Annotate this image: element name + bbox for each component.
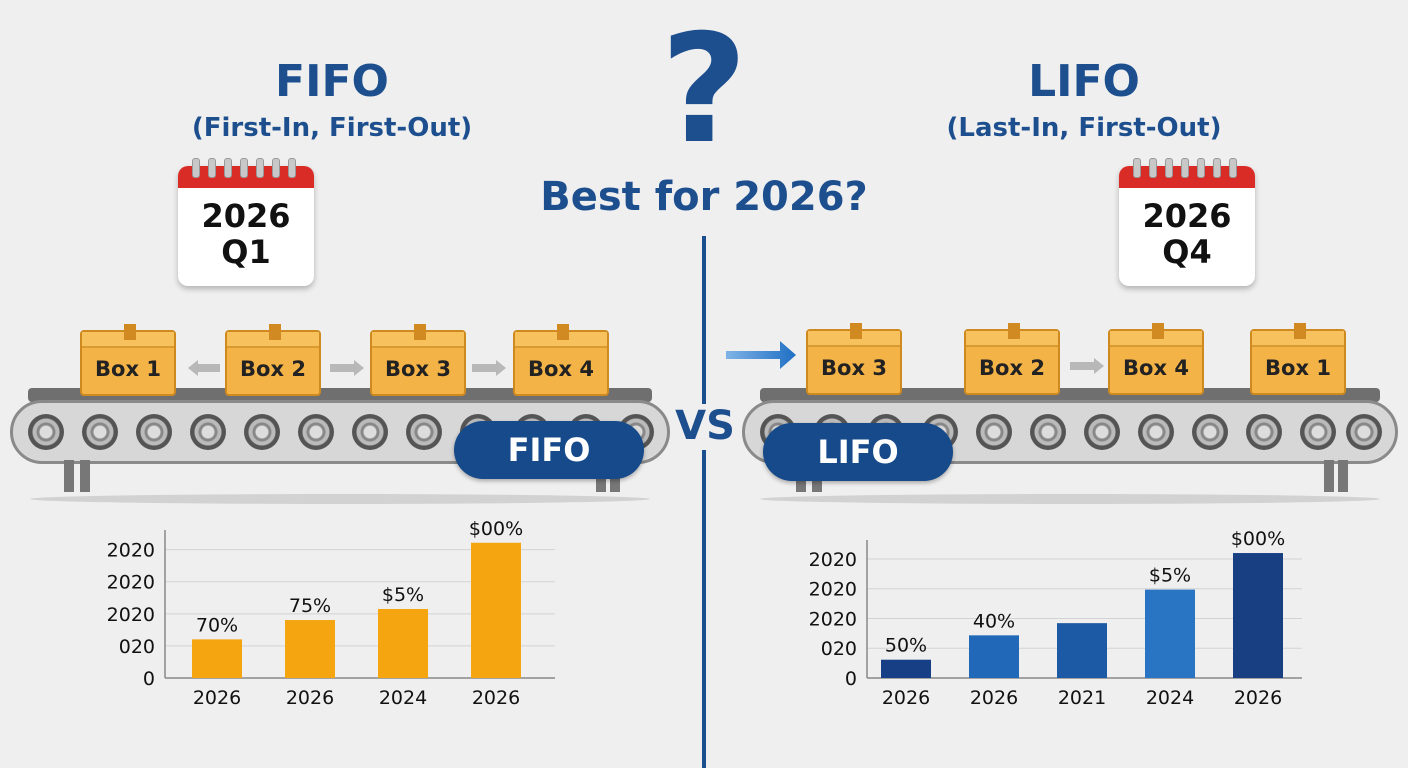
lifo-bar-chart: 0 020 2020 2020 2020 50% 2026 40% 2026 2021 $5% 202… <box>809 528 1302 709</box>
lifo-chart-y-tick-label: 2020 <box>809 608 857 630</box>
fifo-title: FIFO <box>275 56 389 107</box>
lifo-chart-bar <box>881 659 931 678</box>
question-mark-icon: ? <box>660 3 748 177</box>
lifo-subtitle: (Last-In, First-Out) <box>946 113 1222 143</box>
lifo-chart-data-label: $5% <box>1149 565 1191 587</box>
fifo-pill: FIFO <box>454 421 644 479</box>
fifo-chart-y-tick-label: 0 <box>143 668 155 690</box>
fifo-calendar-quarter: Q1 <box>221 233 271 271</box>
fifo-chart-data-label: $5% <box>382 584 424 606</box>
fifo-chart-x-tick-label: 2026 <box>193 687 241 709</box>
fifo-calendar-icon: 2026 Q1 <box>178 166 314 286</box>
fifo-chart-data-label: 75% <box>289 595 331 617</box>
fifo-chart-bar <box>471 542 521 678</box>
headline: Best for 2026? <box>540 174 868 220</box>
fifo-chart-bar <box>192 639 242 678</box>
fifo-chart-x-tick-label: 2026 <box>472 687 520 709</box>
center-divider-lower <box>702 450 706 768</box>
fifo-chart-bar <box>378 609 428 678</box>
fifo-subtitle: (First-In, First-Out) <box>191 113 473 143</box>
fifo-box-3: Box 3 <box>370 324 466 396</box>
lifo-chart-data-label: 40% <box>973 610 1015 632</box>
fifo-chart-data-label: $00% <box>469 518 523 540</box>
lifo-box-4: Box 4 <box>1108 323 1204 395</box>
arrow-left-icon <box>188 360 220 376</box>
lifo-chart-bar <box>1057 623 1107 678</box>
lifo-chart-bar <box>969 635 1019 678</box>
lifo-calendar-year: 2026 <box>1142 197 1232 235</box>
fifo-box-4: Box 4 <box>513 324 609 396</box>
fifo-chart-y-tick-label: 2020 <box>107 604 155 626</box>
lifo-chart-bar <box>1145 589 1195 678</box>
lifo-chart-bar <box>1233 553 1283 678</box>
arrow-in-icon <box>726 341 796 369</box>
fifo-chart-x-tick-label: 2026 <box>286 687 334 709</box>
fifo-box-1: Box 1 <box>80 324 176 396</box>
fifo-chart-x-tick-label: 2024 <box>379 687 427 709</box>
lifo-chart-y-tick-label: 0 <box>845 668 857 690</box>
fifo-calendar-rings <box>178 158 314 178</box>
center-divider <box>702 236 706 404</box>
lifo-chart-x-tick-label: 2026 <box>970 687 1018 709</box>
arrow-right-icon <box>330 360 364 376</box>
fifo-box-2: Box 2 <box>225 324 321 396</box>
fifo-chart-y-tick-label: 2020 <box>107 572 155 594</box>
fifo-chart-data-label: 70% <box>196 614 238 636</box>
lifo-title: LIFO <box>1028 56 1140 107</box>
lifo-calendar-rings <box>1119 158 1255 178</box>
lifo-chart-x-tick-label: 2026 <box>882 687 930 709</box>
lifo-box-1: Box 1 <box>1250 323 1346 395</box>
fifo-chart-y-tick-label: 2020 <box>107 540 155 562</box>
lifo-chart-data-label: 50% <box>885 635 927 657</box>
arrow-right-icon <box>1070 358 1104 374</box>
lifo-chart-y-tick-label: 020 <box>821 638 857 660</box>
lifo-chart-x-tick-label: 2021 <box>1058 687 1106 709</box>
lifo-pill: LIFO <box>763 423 953 481</box>
fifo-chart-y-tick-label: 020 <box>119 636 155 658</box>
fifo-chart-bar <box>285 620 335 678</box>
lifo-box-2: Box 2 <box>964 323 1060 395</box>
lifo-arrows <box>726 341 1104 374</box>
fifo-calendar-year: 2026 <box>201 197 291 235</box>
fifo-arrows <box>188 360 506 376</box>
lifo-box-3: Box 3 <box>806 323 902 395</box>
arrow-right-icon <box>472 360 506 376</box>
lifo-chart-x-tick-label: 2026 <box>1234 687 1282 709</box>
fifo-bar-chart: 0 020 2020 2020 2020 70% 2026 75% 2026 $5% 2024 $00… <box>107 518 555 709</box>
lifo-calendar-quarter: Q4 <box>1162 233 1212 271</box>
lifo-chart-y-tick-label: 2020 <box>809 579 857 601</box>
vs-label: VS <box>675 403 735 449</box>
lifo-chart-data-label: $00% <box>1231 528 1285 550</box>
lifo-chart-y-tick-label: 2020 <box>809 549 857 571</box>
lifo-chart-x-tick-label: 2024 <box>1146 687 1194 709</box>
